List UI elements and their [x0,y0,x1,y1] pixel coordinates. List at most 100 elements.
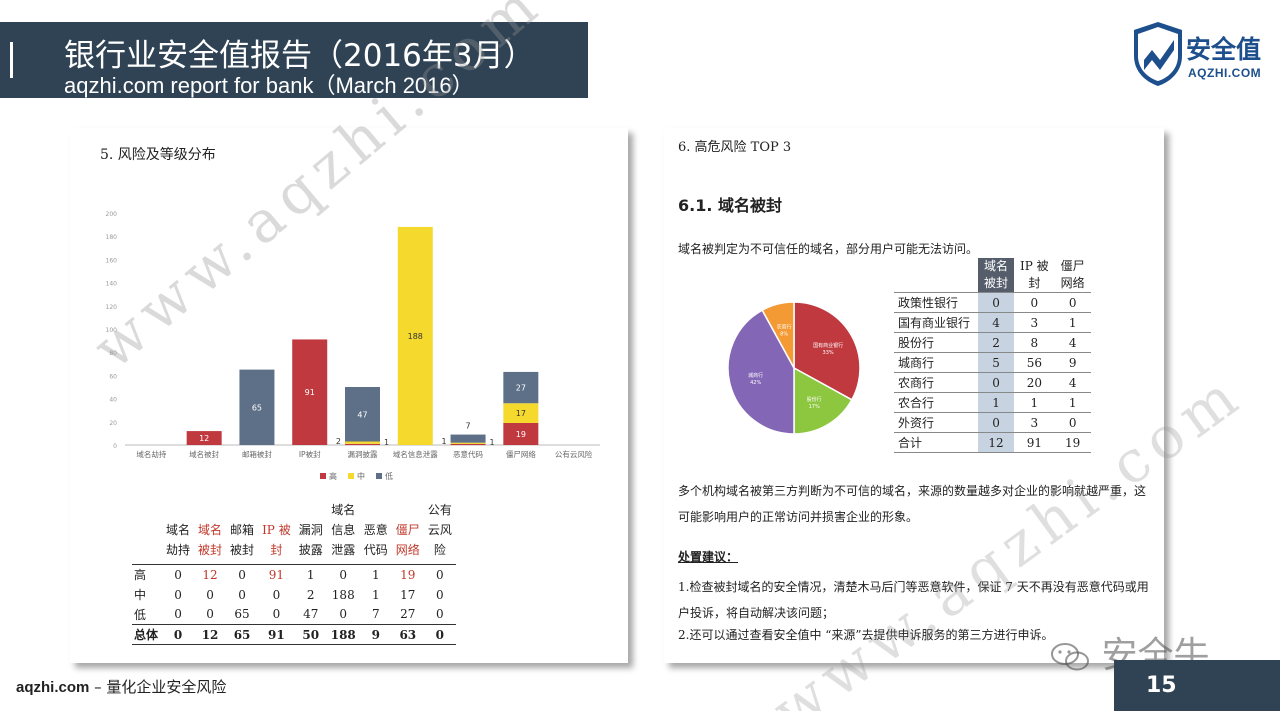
table-cell: 0 [436,587,444,602]
legend-swatch [320,473,326,479]
bar-data-label: 7 [466,422,471,431]
pie-slice-label: 城商行 [748,372,763,379]
risk-table-header: 公有 云风险 [427,503,452,557]
bank-type-label: 合计 [894,432,978,453]
table-cell: 1 [978,392,1015,413]
pie-slice [793,366,853,435]
table-row: 中 0 0 0 0 2 188 1 17 0 [132,585,456,605]
table-cell: 1 [294,564,327,585]
x-category-label: IP被封 [299,449,321,459]
table-cell: 1 [359,564,392,585]
section-6-title: 6. 高危风险 TOP 3 [678,140,792,155]
table-cell: 1 [1054,392,1091,413]
table-cell: 12 [978,432,1015,453]
y-tick-label: 100 [106,327,118,334]
table-cell: 65 [234,607,250,622]
table-cell: 0 [238,587,246,602]
table-cell: 12 [194,624,227,645]
table-cell: 0 [272,607,281,622]
bar-data-label: 27 [516,384,526,393]
page-number: 15 [1146,673,1177,698]
domain-table-header [894,258,978,293]
bar-data-label: 47 [357,410,367,419]
advice-item-1: 1.检查被封域名的安全情况，清楚木马后门等恶意软件，保证 7 天不再没有恶意代码… [678,580,1149,620]
domain-table-header: IP 被封 [1020,259,1049,290]
risk-level-label: 高 [132,564,163,585]
risk-table-header [132,500,162,565]
bank-type-label: 股份行 [894,332,978,353]
bar-data-label: 1 [441,437,446,446]
y-tick-label: 60 [109,373,117,380]
table-cell: 19 [1054,432,1091,453]
table-cell: 0 [206,607,214,622]
advice-item-2: 2.还可以通过查看安全值中 “来源”去提供申诉服务的第三方进行申诉。 [678,628,1054,642]
risk-level-table: 域名 劫持 域名 被封 邮箱 被封 IP 被封漏洞 披露 域名 信息 泄露 恶意 代码 僵尸 网络 公有 云风险… [132,500,456,645]
page-number-box: 15 [1114,660,1280,711]
risk-table-header: 恶意 代码 [363,523,388,557]
legend-label: 高 [329,471,337,481]
y-tick-label: 120 [106,304,118,311]
pie-slice [761,301,795,369]
table-cell: 5 [978,352,1015,373]
bank-type-label: 农商行 [894,372,978,393]
table-cell: 1 [1014,392,1055,413]
risk-level-label: 中 [134,588,147,602]
header-accent-bar [10,42,13,78]
footer-tagline: aqzhi.com – 量化企业安全风险 [16,676,226,697]
x-category-label: 恶意代码 [453,449,483,459]
pie-slice-percent: 17% [809,404,820,410]
pie-slice-percent: 42% [750,380,761,386]
bar-segment-6-2 [450,434,486,443]
intro-text: 域名被判定为不可信任的域名，部分用户可能无法访问。 [678,242,979,256]
bar-segment-4-0 [345,443,380,446]
bar-data-label: 91 [305,388,315,397]
footer-site: aqzhi.com [16,679,90,696]
table-cell: 4 [1054,332,1091,353]
bank-type-label: 城商行 [894,352,978,373]
table-cell: 2 [978,332,1015,353]
bar-segment-6-1 [450,442,486,444]
risk-table-header: 域名 被封 [198,523,223,557]
table-row: 总体 0 12 65 91 50 188 9 63 0 [132,624,456,645]
table-cell: 0 [272,587,281,602]
bar-data-label: 1 [490,438,495,447]
table-cell: 0 [174,587,182,602]
domain-table-header: 僵尸 网络 [1060,259,1085,290]
bank-type-label: 农合行 [894,392,978,413]
bar-segment-2-2 [239,369,275,445]
table-cell: 0 [978,292,1015,313]
table-cell: 91 [258,624,295,645]
table-cell: 9 [359,624,392,645]
bar-segment-7-2 [503,371,539,404]
y-tick-label: 200 [106,211,118,218]
table-cell: 20 [1014,372,1055,393]
bar-data-label: 1 [384,438,389,447]
logo-name: 安全值 [1186,35,1262,64]
advice-title: 处置建议： [678,550,739,564]
table-cell: 0 [1014,292,1055,313]
x-category-label: 公有云风险 [555,449,593,459]
risk-level-label: 低 [134,607,147,622]
legend-swatch [376,473,382,479]
impact-paragraph: 多个机构域名被第三方判断为不可信的域名，来源的数量越多对企业的影响就越严重，这可… [678,484,1147,524]
risk-table-header: 邮箱 被封 [230,523,255,557]
legend-swatch [348,473,354,479]
table-row: 政策性银行 0 0 0 [894,292,1091,313]
header-banner: 银行业安全值报告（2016年3月） aqzhi.com report for b… [0,22,588,98]
pie-slice [793,301,861,401]
pie-slice-percent: 33% [823,350,834,356]
x-category-label: 域名信息泄露 [393,449,438,459]
table-cell: 0 [206,587,214,602]
table-cell: 50 [294,624,327,645]
bar-segment-5-1 [397,226,433,445]
table-row: 城商行 5 56 9 [894,352,1091,373]
bar-data-label: 65 [252,403,262,412]
risk-table-header: 域名 劫持 [166,523,191,557]
legend-label: 中 [357,471,365,481]
bar-segment-7-1 [503,403,539,423]
bar-data-label: 2 [336,437,341,446]
pie-slice-label: 股份行 [807,396,822,403]
table-cell: 0 [423,624,456,645]
risk-table-header: 僵尸 网络 [395,523,420,557]
